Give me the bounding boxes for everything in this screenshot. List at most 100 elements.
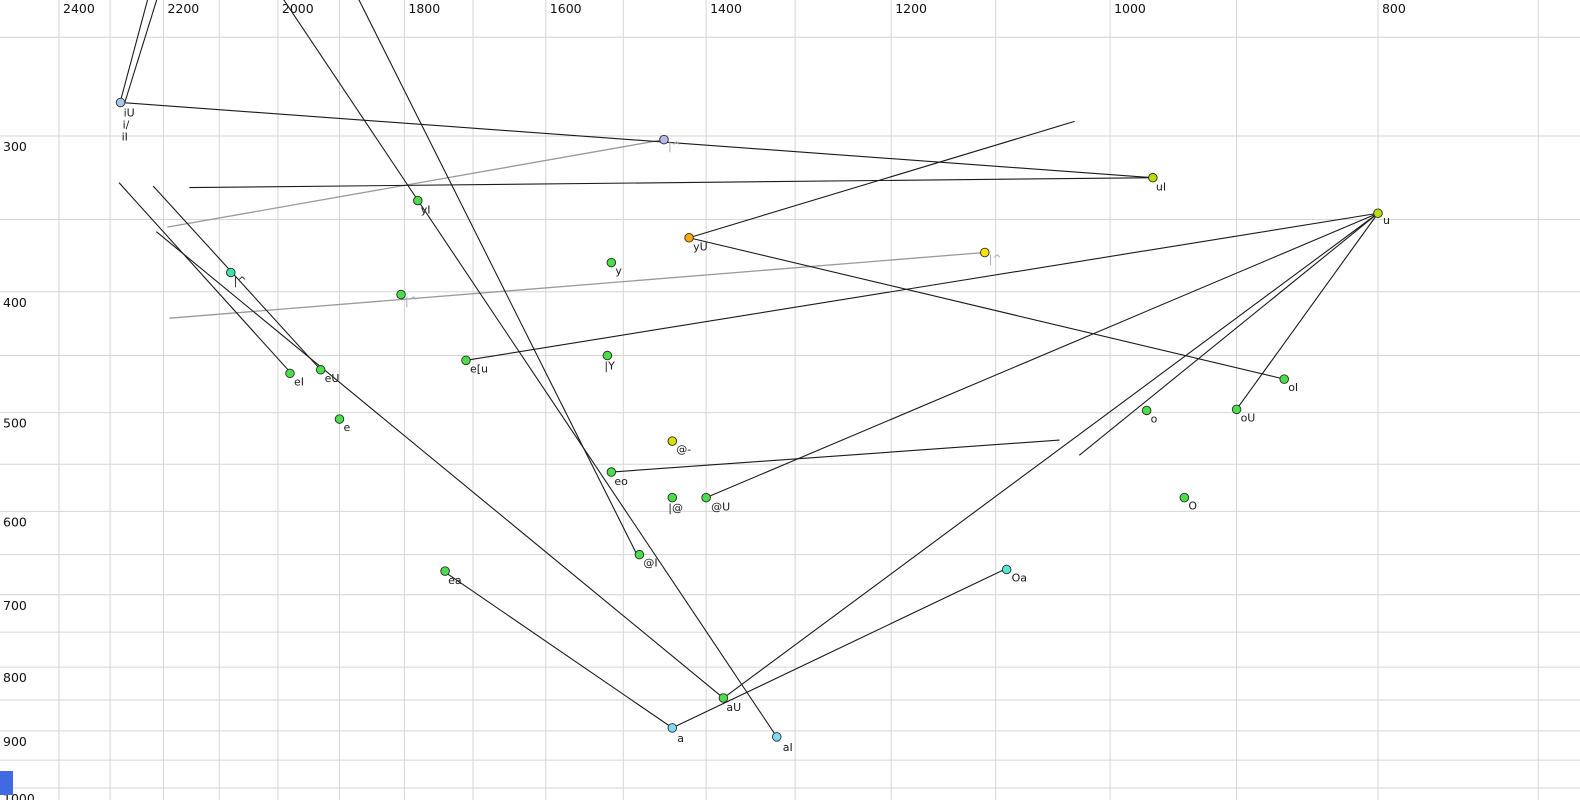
- point-label-I: @I: [643, 557, 657, 570]
- point-oI[interactable]: [1279, 374, 1289, 384]
- point-label-O: O: [1188, 500, 1197, 513]
- point-label-aI: aI: [783, 741, 793, 754]
- point-iU[interactable]: [115, 97, 126, 108]
- point-sym[interactable]: [659, 134, 669, 145]
- point-eU[interactable]: [315, 365, 326, 375]
- point-aI[interactable]: [772, 732, 782, 742]
- y-axis-tick-label: 400: [3, 295, 27, 310]
- point-label-sym: @-: [676, 443, 691, 456]
- point-sym[interactable]: [667, 492, 678, 503]
- trajectory-line: [1078, 212, 1379, 456]
- trajectory-line: [445, 572, 673, 729]
- trajectory-line-gray: [167, 138, 665, 228]
- point-label-sym: |^: [234, 274, 247, 287]
- point-eo[interactable]: [606, 467, 617, 477]
- x-axis-tick-label: 2400: [63, 1, 95, 16]
- point-aU[interactable]: [718, 693, 729, 703]
- y-axis-tick-label: 700: [3, 598, 27, 613]
- trajectory-line: [156, 231, 724, 699]
- trajectory-line: [283, 0, 778, 738]
- point-label-iI: iI: [122, 130, 128, 143]
- point-sym[interactable]: [226, 267, 236, 278]
- point-label-Oa: Oa: [1012, 571, 1027, 584]
- corner-marker: [0, 771, 13, 795]
- point-a[interactable]: [667, 723, 678, 733]
- point-eu[interactable]: [461, 355, 471, 366]
- point-label-y: y: [615, 265, 622, 278]
- point-U[interactable]: [701, 492, 711, 503]
- point-label-Y: |Y: [604, 360, 615, 373]
- point-label-sym: |^: [989, 252, 1002, 265]
- x-axis-tick-label: 2200: [167, 1, 199, 16]
- point-eI[interactable]: [285, 368, 295, 379]
- point-sym[interactable]: [980, 247, 990, 258]
- point-label-ea: ea: [448, 574, 462, 587]
- y-axis-tick-label: 600: [3, 514, 27, 529]
- point-ea[interactable]: [440, 566, 450, 576]
- point-label-eu: e[u: [470, 362, 488, 375]
- point-e[interactable]: [334, 414, 345, 424]
- trajectory-line: [688, 237, 1285, 380]
- y-axis-tick-label: 1000: [3, 791, 35, 800]
- y-axis-tick-label: 300: [3, 139, 27, 154]
- point-uI[interactable]: [1148, 172, 1158, 183]
- point-label-sym: |^: [668, 140, 681, 153]
- trajectory-line: [465, 212, 1379, 361]
- trajectory-line: [124, 0, 158, 103]
- trajectory-line: [705, 212, 1379, 499]
- point-label-eo: eo: [614, 475, 628, 488]
- point-Y[interactable]: [602, 350, 613, 361]
- point-yU[interactable]: [684, 232, 694, 243]
- point-Oa[interactable]: [1001, 564, 1012, 575]
- point-sym[interactable]: [667, 436, 678, 446]
- point-label-yU: yU: [693, 241, 708, 254]
- trajectory-line: [688, 120, 1075, 239]
- point-label-sym: |^: [405, 294, 418, 307]
- point-O[interactable]: [1179, 492, 1190, 503]
- x-axis-tick-label: 1400: [710, 1, 742, 16]
- point-label-oI: oI: [1288, 381, 1298, 394]
- point-label-U: @U: [711, 501, 730, 514]
- point-label-eI: eI: [294, 375, 304, 388]
- x-axis-tick-label: 2000: [282, 1, 314, 16]
- point-label-i: i/: [123, 118, 130, 131]
- point-label-aU: aU: [726, 701, 741, 714]
- trajectory-line: [1236, 212, 1379, 410]
- point-o[interactable]: [1141, 405, 1152, 416]
- point-label-eU: eU: [325, 372, 340, 385]
- trajectory-line: [120, 101, 1153, 179]
- point-label-o: o: [1151, 412, 1158, 425]
- point-label-oU: oU: [1241, 411, 1256, 424]
- trajectory-line: [120, 0, 149, 101]
- x-axis-tick-label: 1600: [550, 1, 582, 16]
- point-u[interactable]: [1373, 208, 1383, 218]
- x-axis-tick-label: 1200: [895, 1, 927, 16]
- x-axis-tick-label: 800: [1382, 1, 1406, 16]
- trajectory-line: [152, 185, 322, 371]
- x-axis-tick-label: 1000: [1114, 1, 1146, 16]
- point-label-a: a: [677, 732, 684, 745]
- trajectory-line: [118, 182, 292, 374]
- point-yI[interactable]: [413, 195, 423, 206]
- trajectory-line: [723, 212, 1379, 699]
- y-axis-tick-label: 800: [3, 670, 27, 685]
- trajectory-line: [611, 439, 1060, 473]
- point-label-u: u: [1383, 214, 1390, 227]
- trajectory-line-gray: [169, 251, 985, 319]
- point-oU[interactable]: [1231, 404, 1242, 415]
- point-label-yI: yI: [421, 204, 431, 217]
- point-label-iU: iU: [124, 106, 135, 119]
- trajectory-line: [672, 568, 1005, 729]
- point-sym[interactable]: [396, 289, 406, 300]
- y-axis-tick-label: 500: [3, 416, 27, 431]
- point-label-e: e: [343, 421, 350, 434]
- point-label-uI: uI: [1156, 181, 1166, 194]
- trajectory-line: [189, 177, 1153, 189]
- point-I[interactable]: [634, 549, 645, 560]
- trajectory-line: [358, 0, 638, 555]
- point-y[interactable]: [606, 257, 617, 268]
- x-axis-tick-label: 1800: [408, 1, 440, 16]
- point-label-sym: |@: [668, 502, 683, 515]
